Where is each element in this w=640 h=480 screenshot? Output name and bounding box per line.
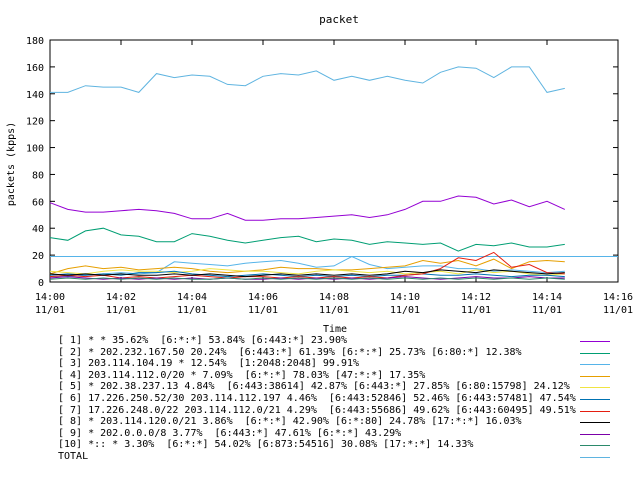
y-tick-label: 60 (32, 197, 44, 208)
series-line-3 (50, 255, 565, 278)
legend-entry-label: [ 6] 17.226.250.52/30 203.114.112.197 4.… (58, 393, 576, 404)
series-lines (49, 66, 566, 280)
x-tick-label-time: 14:04 (177, 292, 207, 303)
legend-entry-label: TOTAL (58, 451, 89, 462)
y-tick-label: 140 (26, 90, 44, 101)
legend-entry-label: [ 8] * 203.114.120.0/21 3.86% [6:*:*] 42… (58, 416, 522, 428)
x-tick-label-date: 11/01 (177, 305, 207, 316)
x-tick-label-time: 14:00 (35, 292, 65, 303)
x-tick-label-time: 14:06 (248, 292, 278, 303)
legend-swatch (580, 387, 610, 389)
legend-entry-label: [ 5] * 202.38.237.13 4.84% [6:443:38614]… (58, 381, 570, 393)
legend-swatch (580, 433, 610, 435)
x-tick-label-date: 11/01 (390, 305, 420, 316)
legend-entry-label: [ 4] 203.114.112.0/20 * 7.09% [6:*:*] 78… (58, 369, 426, 381)
x-tick-label-date: 11/01 (35, 305, 65, 316)
legend-entry-label: [ 7] 17.226.248.0/22 203.114.112.0/21 4.… (58, 404, 576, 416)
y-tick-label: 100 (26, 144, 44, 155)
legend-swatch (580, 410, 610, 412)
x-tick-label-date: 11/01 (248, 305, 278, 316)
x-tick-label-time: 14:02 (106, 292, 136, 303)
legend-entry-label: [ 1] * * 35.62% [6:*:*] 53.84% [6:443:*]… (58, 335, 347, 346)
x-tick-label-time: 14:08 (319, 292, 349, 303)
x-tick-label-date: 11/01 (603, 305, 633, 316)
series-line-2 (49, 227, 565, 252)
x-tick-label-time: 14:14 (532, 292, 562, 303)
y-tick-label: 40 (32, 224, 44, 235)
x-tick-label-time: 14:12 (461, 292, 491, 303)
x-tick-label-date: 11/01 (532, 305, 562, 316)
y-axis-label: packets (kpps) (6, 122, 17, 206)
x-axis-label: Time (323, 324, 347, 335)
series-line-8 (49, 269, 565, 278)
y-tick-label: 180 (26, 36, 44, 47)
x-tick-label-date: 11/01 (461, 305, 491, 316)
x-tick-label-time: 14:10 (390, 292, 420, 303)
legend-entry-label: [ 2] * 202.232.167.50 20.24% [6:443:*] 6… (58, 346, 522, 358)
x-tick-label-time: 14:16 (603, 292, 633, 303)
series-line-5 (49, 268, 565, 276)
chart-title: packet (319, 13, 359, 26)
legend-entry-label: [10] *:: * 3.30% [6:*:*] 54.02% [6:873:5… (58, 439, 474, 451)
plot-frame (49, 39, 619, 283)
legend-swatch (580, 341, 610, 342)
y-tick-label: 20 (32, 251, 44, 262)
x-tick-label-date: 11/01 (106, 305, 136, 316)
series-line-10 (49, 277, 565, 280)
legend-swatch (580, 422, 610, 424)
legend-swatch (580, 457, 610, 458)
series-line-4 (49, 258, 565, 275)
series-line-7 (49, 251, 565, 279)
legend-entry-label: [ 9] * 202.0.0.0/8 3.77% [6:443:*] 47.61… (58, 427, 402, 439)
legend-swatch (580, 364, 610, 366)
y-tick-label: 80 (32, 170, 44, 181)
y-tick-label: 0 (38, 278, 44, 289)
y-tick-label: 120 (26, 117, 44, 128)
y-tick-label: 160 (26, 63, 44, 74)
axes-group: 0 20 40 60 80 100 120 140 160 180 14:00 11/01 14:02 1… (26, 36, 633, 316)
series-line-11 (50, 66, 565, 93)
legend-swatch (580, 399, 610, 400)
series-line-6 (49, 270, 565, 278)
legend-swatch (580, 352, 610, 354)
legend-swatch (580, 375, 610, 377)
legend-swatch (580, 445, 610, 447)
legend-entry-label: [ 3] 203.114.104.19 * 12.54% [1:2048:204… (58, 358, 360, 370)
x-tick-label-date: 11/01 (319, 305, 349, 316)
series-line-1 (49, 195, 566, 221)
